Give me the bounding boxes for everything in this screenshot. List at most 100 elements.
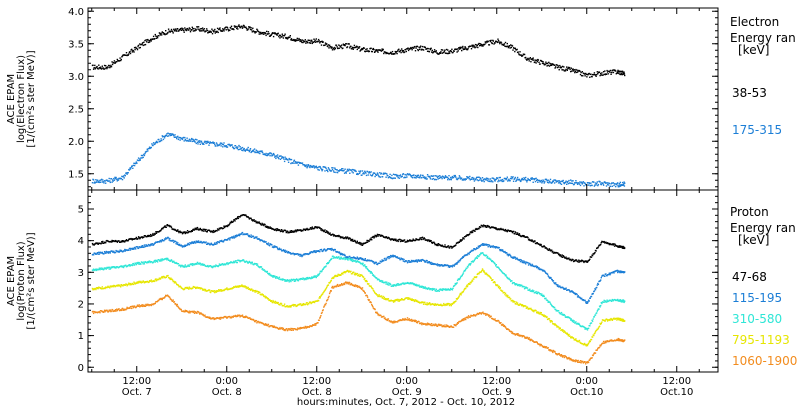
data-point <box>483 180 485 183</box>
data-point <box>343 257 346 259</box>
data-point <box>563 256 566 258</box>
data-point <box>455 244 457 246</box>
data-point <box>95 253 98 255</box>
data-point <box>556 285 559 287</box>
data-point <box>324 44 326 46</box>
data-point <box>277 32 279 34</box>
data-point <box>353 44 356 47</box>
data-point <box>512 49 514 51</box>
data-point <box>342 47 344 49</box>
y-axis-label: log(Proton Flux) <box>16 241 27 320</box>
data-point <box>192 228 195 230</box>
data-point <box>259 33 261 35</box>
data-point <box>189 140 192 142</box>
data-point <box>466 254 469 256</box>
data-point <box>547 301 549 303</box>
data-point <box>327 231 330 233</box>
data-point <box>454 174 456 177</box>
data-point <box>483 244 485 246</box>
data-point <box>249 262 252 264</box>
data-point <box>543 295 545 298</box>
data-point <box>418 238 421 240</box>
data-point <box>456 279 459 282</box>
data-point <box>481 177 484 179</box>
data-point <box>467 234 469 237</box>
data-point <box>619 299 621 301</box>
legend-title: [keV] <box>738 43 769 57</box>
data-point <box>356 173 358 175</box>
data-point <box>163 239 165 242</box>
data-point <box>207 140 209 143</box>
data-point <box>481 180 483 182</box>
data-point <box>370 171 372 173</box>
data-point <box>377 235 379 237</box>
data-point <box>308 252 311 255</box>
data-point <box>551 279 553 281</box>
data-point <box>176 30 178 32</box>
data-point <box>432 287 434 290</box>
data-point <box>132 283 135 286</box>
data-point <box>326 262 328 265</box>
data-point <box>575 180 577 182</box>
data-point <box>270 152 272 154</box>
data-point <box>521 284 523 286</box>
data-point <box>163 226 165 228</box>
data-point <box>590 322 593 324</box>
data-point <box>578 323 581 326</box>
data-point <box>571 319 573 322</box>
data-point <box>338 256 340 258</box>
data-point <box>531 290 533 293</box>
data-point <box>475 248 477 250</box>
data-point <box>356 45 358 47</box>
data-point <box>209 230 211 232</box>
data-point <box>540 294 542 296</box>
data-point <box>256 263 259 265</box>
data-point <box>148 41 151 43</box>
data-point <box>565 287 567 289</box>
data-point <box>131 239 133 241</box>
data-point <box>99 66 102 68</box>
data-point <box>179 139 181 141</box>
data-point <box>120 265 122 267</box>
data-point <box>247 28 249 30</box>
data-point <box>386 281 388 283</box>
data-point <box>252 27 254 29</box>
data-point <box>118 240 120 242</box>
data-point <box>312 41 315 44</box>
data-point <box>489 178 492 180</box>
data-point <box>485 178 487 181</box>
data-point <box>441 288 443 290</box>
data-point <box>242 149 244 152</box>
data-point <box>218 265 220 267</box>
data-point <box>113 250 115 252</box>
y-tick-label: 0 <box>78 363 84 374</box>
data-point <box>420 237 422 239</box>
data-point <box>107 252 110 254</box>
data-point <box>310 40 312 43</box>
data-point <box>584 328 586 330</box>
data-point <box>191 263 193 265</box>
data-point <box>155 278 157 280</box>
data-point <box>319 250 321 253</box>
data-point <box>608 273 610 276</box>
data-point <box>110 64 112 67</box>
data-point <box>174 281 177 283</box>
data-point <box>233 28 235 31</box>
data-point <box>197 26 200 28</box>
data-point <box>154 259 156 262</box>
data-point <box>516 48 518 51</box>
data-point <box>309 252 312 254</box>
data-point <box>352 257 354 259</box>
data-point <box>446 48 448 51</box>
data-point <box>575 71 578 74</box>
data-point <box>602 301 605 303</box>
data-point <box>131 51 133 53</box>
data-point <box>582 299 585 301</box>
data-point <box>551 64 553 66</box>
data-point <box>254 32 256 34</box>
data-point <box>478 42 480 45</box>
data-point <box>267 243 269 246</box>
data-point <box>317 168 319 171</box>
data-point <box>323 166 326 168</box>
data-point <box>366 267 368 270</box>
